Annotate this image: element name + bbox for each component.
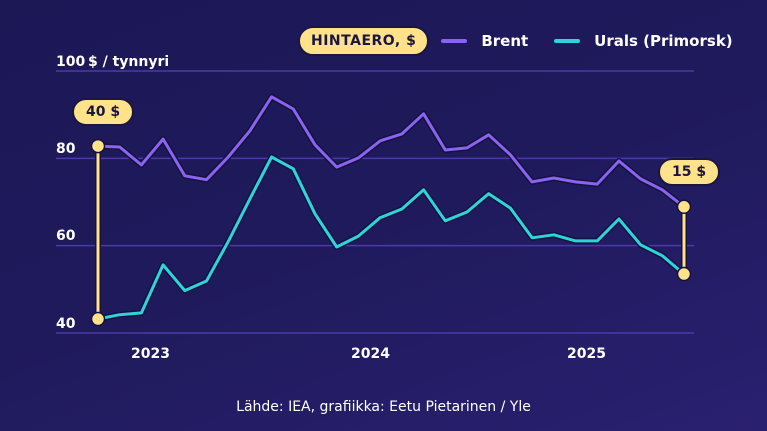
x-tick-2025: 2025 — [567, 346, 606, 362]
legend-item-urals: Urals (Primorsk) — [554, 32, 733, 50]
legend: HINTAERO, $ Brent Urals (Primorsk) — [298, 26, 733, 56]
urals-swatch-icon — [554, 39, 581, 43]
end-brent-dot-icon — [676, 199, 692, 215]
end-urals-dot-icon — [676, 266, 692, 282]
urals-line — [97, 155, 685, 321]
x-tick-2023: 2023 — [131, 346, 170, 362]
start-urals-dot-icon — [90, 311, 106, 327]
y-tick-80: 80 — [56, 141, 76, 157]
legend-label-brent: Brent — [481, 32, 529, 50]
source-credit: Lähde: IEA, grafiikka: Eetu Pietarinen /… — [236, 399, 531, 415]
end-gap-badge: 15 $ — [658, 158, 721, 186]
start-brent-dot-icon — [90, 138, 106, 154]
brent-line — [97, 95, 685, 208]
brent-swatch-icon — [441, 39, 468, 43]
y-tick-60: 60 — [56, 228, 76, 244]
x-tick-2024: 2024 — [351, 346, 390, 362]
series-outline-0 — [97, 93, 686, 210]
legend-label-urals: Urals (Primorsk) — [594, 32, 733, 50]
y-tick-40: 40 — [56, 316, 76, 332]
y-axis-unit-label: $ / tynnyri — [88, 54, 170, 70]
price-gap-legend-badge: HINTAERO, $ — [298, 26, 430, 56]
legend-item-brent: Brent — [441, 32, 528, 50]
start-gap-badge: 40 $ — [72, 98, 135, 126]
y-tick-100: 100 — [56, 54, 86, 70]
